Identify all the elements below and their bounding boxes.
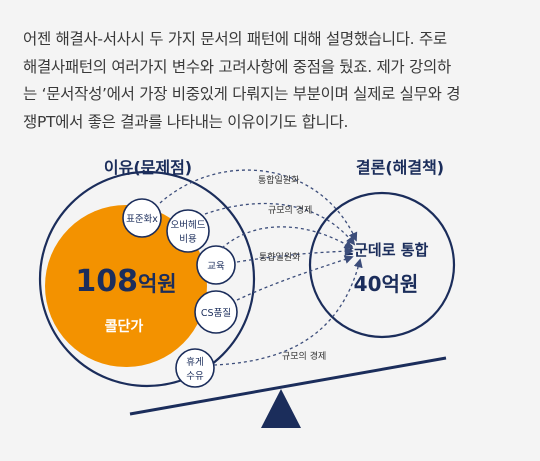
right-title: 결론(해결책) (356, 158, 444, 177)
bubble-rest-label-2: 수유 (186, 371, 204, 382)
article-line: 는 ‘문서작성’에서 가장 비중있게 다뤄지는 부분이며 실제로 실무와 경 (23, 85, 461, 103)
bubble-overhead-label-2: 비용 (179, 234, 197, 245)
arrow-label-middle: 통합일원화 (259, 252, 300, 263)
bubble-rest (175, 348, 215, 388)
balance-fulcrum (261, 389, 301, 428)
cost-label: 콜단가 (105, 318, 144, 335)
arrow-middle (236, 246, 354, 263)
arrow-top (159, 169, 358, 242)
article-text: 어젠 해결사-서사시 두 가지 문서의 패턴에 대해 설명했습니다. 주로 해결… (23, 26, 523, 136)
bubble-cs-label: CS품질 (201, 307, 231, 319)
cost-circle (45, 205, 207, 367)
bubble-education (196, 245, 236, 285)
arrow-second (204, 202, 356, 246)
arrow-label-top: 통합일원화 (258, 175, 299, 186)
article-line: 어젠 해결사-서사시 두 가지 문서의 패턴에 대해 설명했습니다. 주로 (23, 30, 447, 48)
arrow-label-second: 규모의 경제 (268, 204, 312, 216)
bubble-overhead-label-1: 오버헤드 (171, 219, 206, 231)
conclusion-line2: 40억원 (354, 272, 419, 296)
conclusion-circle (308, 191, 456, 339)
balance-beam (129, 356, 447, 416)
conclusion-line1: 2군데로 통합 (344, 241, 429, 259)
bubble-standardize (122, 198, 162, 238)
bubble-overhead (166, 209, 210, 253)
reasons-circle (38, 170, 256, 388)
bubble-education-label: 교육 (207, 261, 225, 272)
article-line: 쟁PT에서 좋은 결과를 나타내는 이유이기도 합니다. (23, 112, 349, 131)
cost-amount: 108억원 (75, 264, 176, 299)
left-title: 이유(문제점) (104, 158, 192, 177)
arrow-cs (236, 255, 354, 301)
bubble-standardize-label: 표준화x (126, 214, 158, 225)
bubble-cs (194, 290, 238, 334)
arrow-label-bottom: 규모의 경제 (282, 350, 326, 362)
article-line: 해결사패턴의 여러가지 변수와 고려사항에 중점을 뒀죠. 제가 강의하 (23, 57, 451, 76)
bubble-rest-label-1: 휴게 (186, 357, 203, 368)
